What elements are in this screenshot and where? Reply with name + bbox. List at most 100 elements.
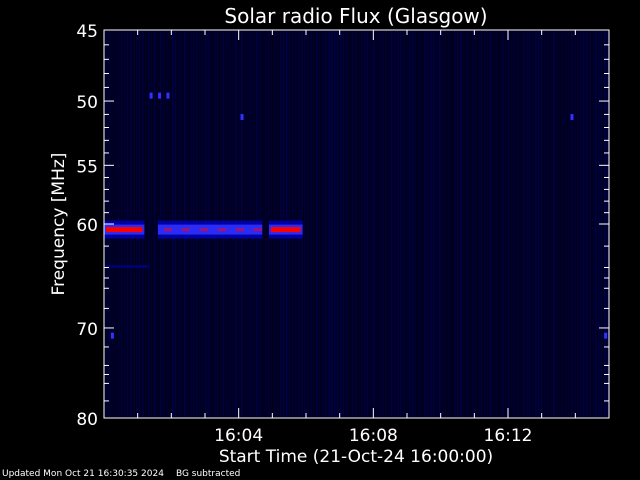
emission-spot	[149, 92, 153, 99]
band-core-segment	[217, 228, 226, 232]
noise-stripe	[352, 31, 354, 417]
noise-stripe	[319, 31, 321, 417]
band-core-segment	[235, 228, 244, 232]
noise-stripe	[307, 31, 309, 417]
y-tick-label: 50	[76, 93, 98, 113]
noise-stripe	[475, 31, 477, 417]
band-core-segment	[253, 228, 262, 232]
noise-stripe	[505, 31, 507, 417]
emission-bands	[104, 220, 303, 239]
noise-stripe	[316, 31, 318, 417]
emission-spot	[158, 92, 162, 99]
noise-stripe	[529, 31, 531, 417]
noise-stripe	[460, 31, 462, 417]
noise-stripe	[313, 31, 315, 417]
noise-stripe	[589, 31, 591, 417]
noise-stripe	[325, 31, 327, 417]
noise-stripe	[370, 31, 372, 417]
noise-stripe	[349, 31, 351, 417]
emission-band	[157, 220, 263, 239]
updated-timestamp: Updated Mon Oct 21 16:30:35 2024	[2, 469, 164, 479]
noise-stripe	[157, 31, 159, 417]
noise-stripe	[322, 31, 324, 417]
noise-stripe	[493, 31, 495, 417]
noise-stripe	[517, 31, 519, 417]
band-core-segment	[181, 228, 190, 232]
emission-spots	[110, 92, 608, 339]
noise-stripe	[523, 31, 525, 417]
noise-stripe	[526, 31, 528, 417]
noise-stripe	[409, 31, 411, 417]
noise-stripe	[421, 31, 423, 417]
noise-stripe	[262, 31, 264, 417]
noise-stripe	[427, 31, 429, 417]
y-axis: 45 50 55 60 70 80	[76, 22, 609, 430]
noise-stripe	[391, 31, 393, 417]
noise-stripe	[577, 31, 579, 417]
noise-stripe	[430, 31, 432, 417]
noise-stripe	[490, 31, 492, 417]
noise-stripe	[550, 31, 552, 417]
noise-stripe	[574, 31, 576, 417]
noise-stripe	[481, 31, 483, 417]
noise-stripe	[154, 31, 156, 417]
noise-stripe	[553, 31, 555, 417]
noise-stripe	[268, 31, 270, 417]
noise-stripe	[148, 31, 150, 417]
noise-stripe	[334, 31, 336, 417]
noise-stripe	[328, 31, 330, 417]
band-core	[270, 227, 301, 233]
noise-line	[105, 265, 149, 268]
y-tick-label: 80	[76, 410, 98, 430]
band-core-segment	[163, 228, 172, 232]
noise-stripe	[478, 31, 480, 417]
noise-stripe	[145, 31, 147, 417]
noise-stripe	[457, 31, 459, 417]
noise-stripe	[508, 31, 510, 417]
noise-stripe	[598, 31, 600, 417]
noise-stripe	[373, 31, 375, 417]
noise-stripe	[151, 31, 153, 417]
x-axis: 16:04 16:08 16:12	[137, 30, 576, 446]
noise-stripe	[406, 31, 408, 417]
x-tick-label: 16:12	[484, 426, 533, 446]
noise-stripe	[520, 31, 522, 417]
noise-stripe	[367, 31, 369, 417]
noise-stripe	[439, 31, 441, 417]
noise-stripe	[568, 31, 570, 417]
x-tick-label: 16:04	[214, 426, 263, 446]
noise-stripe	[364, 31, 366, 417]
noise-stripe	[433, 31, 435, 417]
emission-band	[268, 220, 303, 239]
noise-stripe	[361, 31, 363, 417]
noise-stripe	[454, 31, 456, 417]
noise-stripe	[448, 31, 450, 417]
noise-stripe	[388, 31, 390, 417]
bg-subtracted-note: BG subtracted	[175, 469, 241, 479]
noise-stripe	[496, 31, 498, 417]
noise-stripe	[538, 31, 540, 417]
noise-stripe	[595, 31, 597, 417]
noise-stripe	[394, 31, 396, 417]
noise-stripe	[511, 31, 513, 417]
y-tick-label: 70	[76, 320, 98, 340]
band-core-segment	[199, 228, 208, 232]
noise-stripe	[499, 31, 501, 417]
noise-stripe	[466, 31, 468, 417]
emission-spot	[240, 114, 244, 121]
noise-stripe	[400, 31, 402, 417]
x-tick-label: 16:08	[349, 426, 398, 446]
noise-stripe	[304, 31, 306, 417]
noise-stripe	[346, 31, 348, 417]
noise-stripe	[487, 31, 489, 417]
noise-stripe	[442, 31, 444, 417]
noise-stripe	[532, 31, 534, 417]
noise-stripe	[382, 31, 384, 417]
noise-stripe	[358, 31, 360, 417]
noise-stripe	[415, 31, 417, 417]
noise-stripe	[469, 31, 471, 417]
band-core	[106, 227, 143, 233]
noise-stripe	[385, 31, 387, 417]
noise-stripe	[559, 31, 561, 417]
noise-stripe	[379, 31, 381, 417]
